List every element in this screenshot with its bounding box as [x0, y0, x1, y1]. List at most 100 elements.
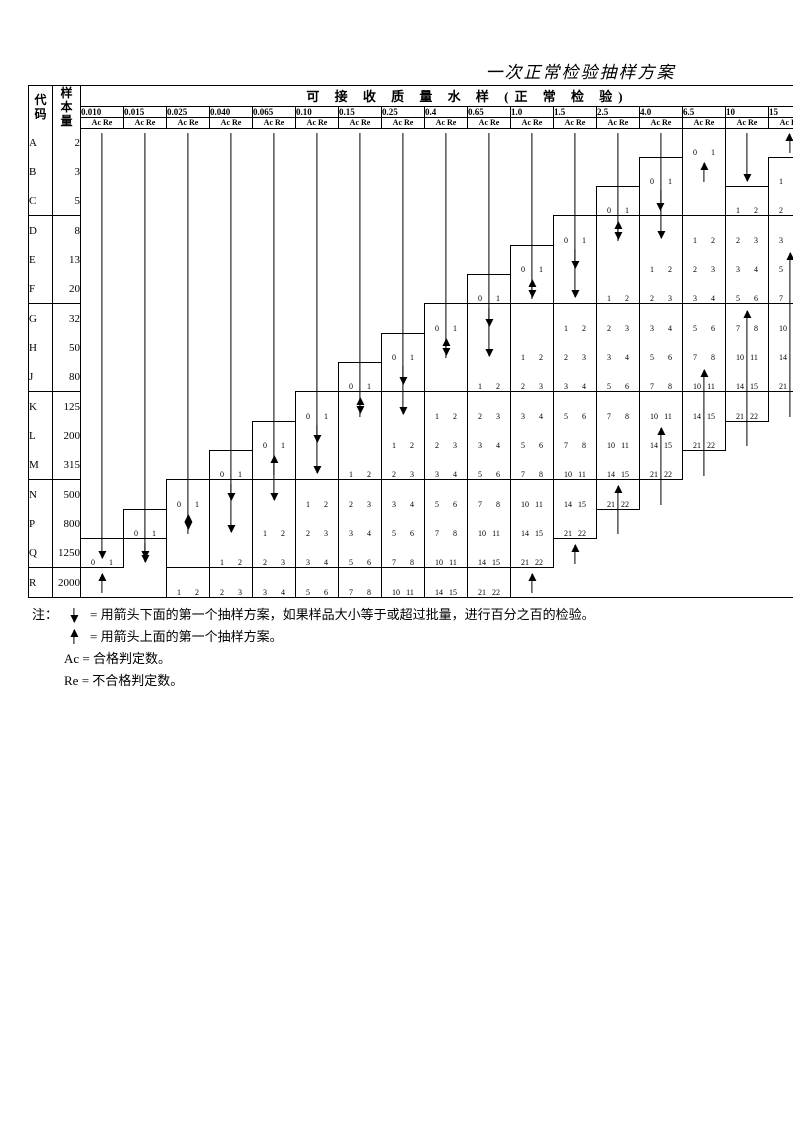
note-row: 注： = 用箭头上面的第一个抽样方案。 [32, 626, 773, 648]
ac-value: 14 [650, 441, 658, 450]
data-cell [81, 362, 124, 392]
data-cell: 1011 [554, 450, 597, 480]
acre-pair: 56 [468, 470, 510, 479]
data-cell [124, 304, 167, 334]
ac-value: 10 [779, 324, 787, 333]
data-cell [253, 392, 296, 422]
acre-pair: 2122 [554, 529, 596, 538]
data-cell [769, 392, 793, 422]
data-cell [167, 421, 210, 450]
re-value: 4 [494, 441, 502, 450]
ac-value: 0 [605, 206, 613, 215]
re-value: 8 [709, 353, 717, 362]
size-cell: 50 [53, 333, 81, 362]
data-cell [683, 157, 726, 186]
data-cell [425, 128, 468, 157]
code-cell: A [29, 128, 53, 157]
acre-pair: 23 [597, 324, 639, 333]
data-cell [640, 216, 683, 246]
data-cell [296, 333, 339, 362]
ac-value: 3 [734, 265, 742, 274]
ac-value: 7 [691, 353, 699, 362]
data-cell [726, 480, 769, 510]
data-cell [640, 480, 683, 510]
re-value: 1 [365, 382, 373, 391]
header-aql-value: 0.4 [425, 106, 468, 117]
acre-pair: 23 [468, 412, 510, 421]
arrow-up-icon [747, 311, 748, 446]
acre-pair: 12 [640, 265, 682, 274]
data-cell [425, 362, 468, 392]
ac-value: 5 [777, 265, 785, 274]
re-value: 6 [408, 529, 416, 538]
re-value: 4 [279, 588, 287, 597]
re-value: 15 [449, 588, 457, 597]
ac-value: 0 [519, 265, 527, 274]
re-value: 3 [365, 500, 373, 509]
ac-value: 2 [304, 529, 312, 538]
re-value: 2 [752, 206, 760, 215]
data-cell [210, 157, 253, 186]
data-cell [210, 480, 253, 510]
data-cell [296, 274, 339, 304]
data-cell [253, 157, 296, 186]
code-cell: G [29, 304, 53, 334]
arrow-up-icon [532, 574, 533, 593]
re-value: 4 [408, 500, 416, 509]
acre-pair: 12 [554, 324, 596, 333]
data-cell [640, 568, 683, 598]
data-cell: 34 [683, 274, 726, 304]
re-value: 6 [580, 412, 588, 421]
arrow-up-icon [790, 253, 791, 417]
data-cell [81, 157, 124, 186]
data-cell: 34 [382, 480, 425, 510]
acre-pair: 23 [253, 558, 295, 567]
re-value: 1 [236, 470, 244, 479]
arrow-up-icon [789, 134, 790, 153]
ac-value: 2 [605, 324, 613, 333]
re-value: 1 [494, 294, 502, 303]
header-acre: Ac Re [468, 118, 511, 128]
ac-value: 0 [304, 412, 312, 421]
re-value: 4 [752, 265, 760, 274]
ac-value: 1 [433, 412, 441, 421]
re-value: 6 [666, 353, 674, 362]
data-cell: 01 [683, 128, 726, 157]
data-cell [210, 509, 253, 538]
data-cell: 1011 [382, 568, 425, 598]
re-value: 1 [666, 177, 674, 186]
re-value: 1 [322, 412, 330, 421]
ac-value: 21 [693, 441, 701, 450]
data-cell [296, 304, 339, 334]
data-cell [124, 568, 167, 598]
header-aql-value: 0.65 [468, 106, 511, 117]
acre-pair: 23 [339, 500, 381, 509]
data-cell [339, 186, 382, 216]
acre-pair: 12 [683, 236, 725, 245]
data-cell [296, 216, 339, 246]
acre-pair: 78 [339, 588, 381, 597]
code-cell: C [29, 186, 53, 216]
ac-value: 0 [390, 353, 398, 362]
acre-pair: 1011 [597, 441, 639, 450]
data-cell [81, 304, 124, 334]
acre-pair: 1011 [425, 558, 467, 567]
code-cell: H [29, 333, 53, 362]
header-aql-value: 10 [726, 106, 769, 117]
re-value: 8 [451, 529, 459, 538]
arrow-up-icon [617, 222, 618, 241]
re-value: 22 [621, 500, 629, 509]
arrow-up-icon [273, 456, 274, 475]
data-cell: 1011 [597, 421, 640, 450]
data-cell [683, 568, 726, 598]
data-cell [597, 568, 640, 598]
data-cell [210, 274, 253, 304]
re-value: 3 [322, 529, 330, 538]
data-cell: 78 [683, 333, 726, 362]
arrow-up-icon [531, 280, 532, 299]
arrow-up-icon [661, 428, 662, 505]
code-cell: B [29, 157, 53, 186]
header-acre: Ac Re [683, 118, 726, 128]
acre-pair: 12 [468, 382, 510, 391]
size-cell: 500 [53, 480, 81, 510]
